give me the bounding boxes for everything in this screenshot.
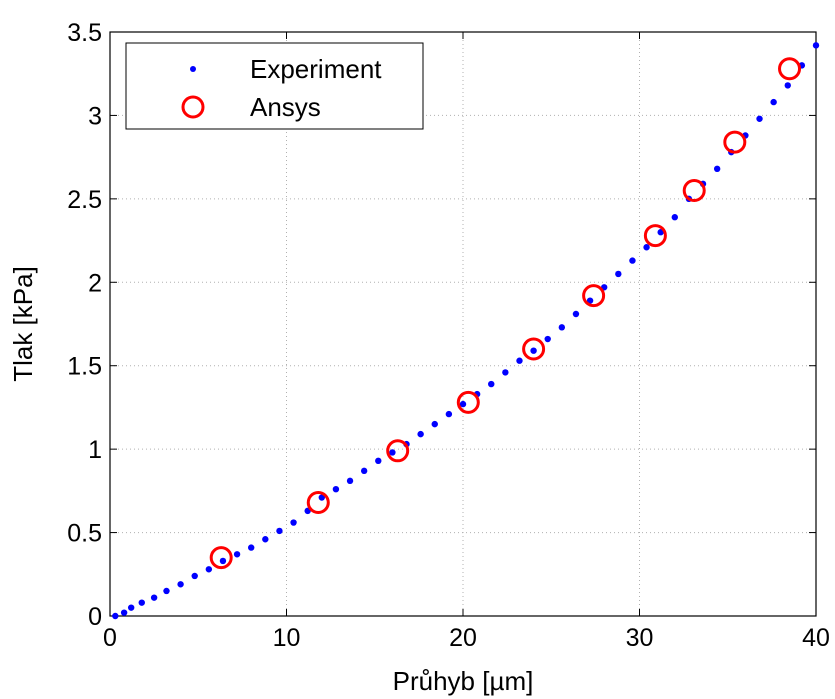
experiment-point xyxy=(431,420,438,428)
experiment-point xyxy=(713,165,721,173)
experiment-point xyxy=(657,229,664,236)
ansys-point xyxy=(643,224,667,248)
legend-label-experiment: Experiment xyxy=(250,54,382,84)
experiment-point xyxy=(127,604,135,611)
x-axis-label: Průhyb [µm] xyxy=(393,666,534,696)
experiment-point xyxy=(558,324,566,331)
experiment-point xyxy=(346,477,354,485)
ansys-point xyxy=(456,390,480,414)
experiment-point xyxy=(671,214,678,221)
experiment-point xyxy=(459,400,467,408)
y-tick-label: 3.5 xyxy=(67,19,102,47)
experiment-point xyxy=(784,82,791,89)
legend-label-ansys: Ansys xyxy=(250,92,321,122)
ansys-point xyxy=(209,546,233,570)
ansys-point xyxy=(582,284,606,308)
experiment-point xyxy=(219,557,227,565)
ansys-point xyxy=(778,57,802,81)
experiment-point xyxy=(770,98,777,106)
experiment-point xyxy=(276,527,283,535)
experiment-point xyxy=(177,581,184,588)
experiment-point xyxy=(163,587,170,595)
experiment-point xyxy=(530,347,537,354)
ansys-point xyxy=(682,179,706,203)
experiment-point xyxy=(120,609,128,616)
y-tick-label: 2.5 xyxy=(67,186,102,214)
ansys-point xyxy=(386,439,410,463)
experiment-point xyxy=(233,551,241,558)
y-tick-label: 0 xyxy=(88,603,102,631)
y-axis-label: Tlak [kPa] xyxy=(8,266,38,382)
experiment-point xyxy=(205,566,213,573)
y-tick-label: 2 xyxy=(88,269,102,297)
experiment-point xyxy=(756,115,763,122)
legend-box xyxy=(125,42,424,130)
ansys-point xyxy=(522,337,546,361)
experiment-point xyxy=(191,572,198,580)
experiment-point xyxy=(572,310,580,318)
ansys-point xyxy=(306,491,330,515)
y-tick-label: 3 xyxy=(88,102,102,130)
x-tick-label: 40 xyxy=(802,624,830,652)
experiment-point xyxy=(629,257,636,264)
experiment-point xyxy=(615,270,622,278)
experiment-point xyxy=(812,42,820,49)
experiment-point xyxy=(586,297,594,304)
experiment-point xyxy=(417,430,424,438)
experiment-point xyxy=(248,544,255,551)
experiment-point xyxy=(112,612,119,620)
experiment-point xyxy=(262,536,269,543)
experiment-point xyxy=(360,467,368,475)
x-tick-label: 30 xyxy=(626,624,654,652)
experiment-point xyxy=(389,449,396,456)
legend: Experiment Ansys xyxy=(125,42,424,130)
x-tick-label: 0 xyxy=(103,624,117,652)
series xyxy=(112,42,820,620)
x-tick-label: 20 xyxy=(449,624,477,652)
experiment-point xyxy=(332,485,340,493)
y-tick-label: 0.5 xyxy=(67,520,102,548)
legend-marker-ansys xyxy=(181,95,205,119)
experiment-point xyxy=(445,410,453,418)
experiment-point xyxy=(290,519,297,526)
experiment-point xyxy=(544,335,551,343)
axis-ticks: 0 10 20 30 40 0 0.5 1 1.5 2 2.5 3 3.5 xyxy=(67,19,830,652)
experiment-point xyxy=(502,369,509,376)
legend-marker-experiment xyxy=(190,66,196,72)
experiment-point xyxy=(318,494,325,501)
y-tick-label: 1.5 xyxy=(67,353,102,381)
ansys-point xyxy=(723,130,747,154)
experiment-point xyxy=(643,244,650,251)
experiment-point xyxy=(375,457,382,465)
y-tick-label: 1 xyxy=(88,436,102,464)
experiment-point xyxy=(488,380,495,388)
x-tick-label: 10 xyxy=(273,624,301,652)
experiment-point xyxy=(138,599,145,606)
experiment-point xyxy=(150,594,158,601)
experiment-point xyxy=(516,357,523,364)
